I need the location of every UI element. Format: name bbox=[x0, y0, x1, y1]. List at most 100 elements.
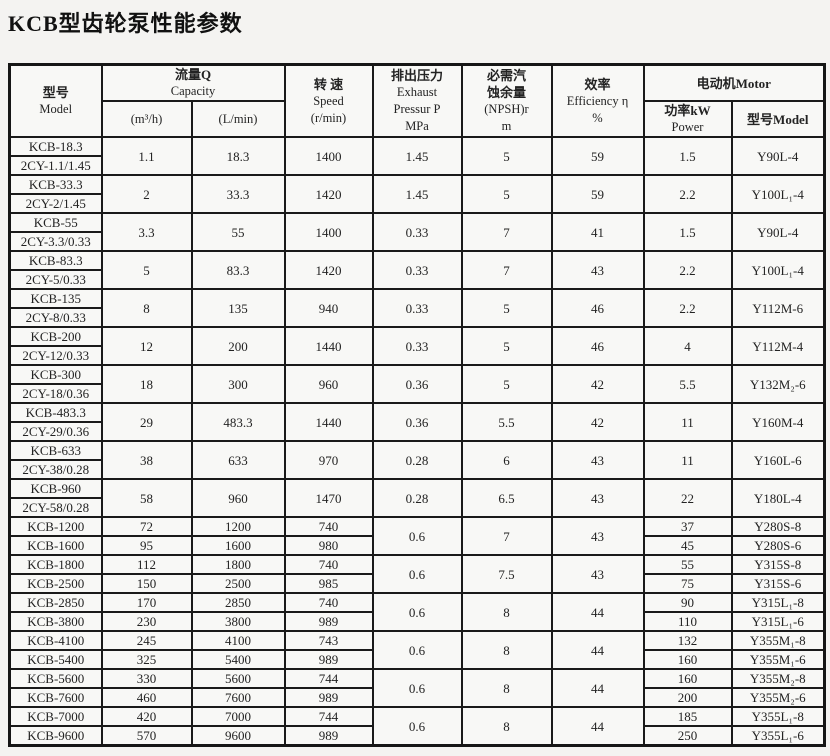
cell-motor: Y355L₁-6 bbox=[730, 725, 826, 747]
table-row: KCB-2850 170 2850 740 0.6 8 44 90 Y315L₁-8 bbox=[8, 592, 826, 632]
cell-exhaust: 0.28 bbox=[371, 478, 463, 518]
cell-motor: Y90L-4 bbox=[730, 212, 826, 252]
cell-model-sub: 2CY-8/0.33 bbox=[8, 307, 103, 328]
cell-speed: 743 bbox=[283, 630, 374, 651]
cell-motor: Y355M₁-8 bbox=[730, 630, 826, 651]
table-row: KCB-2500 150 2500 985 75 Y315S-6 bbox=[8, 573, 826, 594]
table-row: 2CY-38/0.28 bbox=[8, 459, 825, 480]
cell-power: 160 bbox=[642, 668, 733, 689]
cell-model: KCB-2500 bbox=[8, 573, 103, 594]
cell-speed: 970 bbox=[283, 440, 374, 480]
cell-power: 45 bbox=[642, 535, 733, 556]
cell-model-sub: 2CY-5/0.33 bbox=[8, 269, 103, 290]
header-speed-unit: (r/min) bbox=[310, 110, 347, 125]
cell-eff: 41 bbox=[550, 212, 645, 252]
cell-model-sub: 2CY-2/1.45 bbox=[8, 193, 103, 214]
cell-speed: 940 bbox=[283, 288, 374, 328]
header-eff-zh: 效率 bbox=[584, 76, 611, 92]
table-row: KCB-5400 325 5400 989 160 Y355M₁-6 bbox=[8, 649, 826, 670]
header-row-1: 型号 Model 流量Q Capacity 转 速 Speed (r/min) … bbox=[8, 63, 826, 138]
cell-model: KCB-7600 bbox=[8, 687, 103, 708]
header-exhaust-pressure: 排出压力 Exhaust Pressur P MPa bbox=[371, 63, 463, 138]
cell-power: 55 bbox=[642, 554, 733, 575]
table-row: KCB-200 12 200 1440 0.33 5 46 4 Y112M-4 bbox=[8, 326, 826, 366]
table-row: KCB-135 8 135 940 0.33 5 46 2.2 Y112M-6 bbox=[8, 288, 826, 328]
cell-m3h: 230 bbox=[100, 611, 193, 632]
header-efficiency: 效率 Efficiency η % bbox=[550, 63, 645, 138]
cell-eff: 43 bbox=[550, 478, 645, 518]
table-row: 2CY-1.1/1.45 bbox=[8, 155, 825, 176]
cell-eff: 44 bbox=[550, 706, 645, 747]
cell-power: 75 bbox=[642, 573, 733, 594]
cell-m3h: 38 bbox=[100, 440, 193, 480]
cell-motor: Y132M₂-6 bbox=[730, 364, 826, 404]
cell-m3h: 112 bbox=[100, 554, 193, 575]
cell-eff: 46 bbox=[550, 288, 645, 328]
table-row: KCB-18.3 1.1 18.3 1400 1.45 5 59 1.5 Y90L-4 bbox=[8, 136, 826, 176]
cell-speed: 980 bbox=[283, 535, 374, 556]
cell-eff: 43 bbox=[550, 440, 645, 480]
cell-exhaust: 1.45 bbox=[371, 174, 463, 214]
cell-model-sub: 2CY-38/0.28 bbox=[8, 459, 103, 480]
cell-m3h: 29 bbox=[100, 402, 193, 442]
header-motor-zh: 电动机Motor bbox=[696, 75, 771, 91]
cell-exhaust: 0.36 bbox=[371, 402, 463, 442]
header-exhaust-en1: Exhaust bbox=[396, 85, 438, 99]
cell-power: 185 bbox=[642, 706, 733, 727]
cell-model: KCB-960 bbox=[8, 478, 103, 499]
cell-lmin: 55 bbox=[190, 212, 286, 252]
table-row: 2CY-12/0.33 bbox=[8, 345, 825, 366]
cell-m3h: 420 bbox=[100, 706, 193, 727]
cell-lmin: 18.3 bbox=[190, 136, 286, 176]
cell-lmin: 3800 bbox=[190, 611, 286, 632]
header-model: 型号 Model bbox=[8, 63, 103, 138]
cell-motor: Y180L-4 bbox=[730, 478, 826, 518]
cell-lmin: 7600 bbox=[190, 687, 286, 708]
table-row: KCB-1200 72 1200 740 0.6 7 43 37 Y280S-8 bbox=[8, 516, 826, 556]
pump-spec-table: 型号 Model 流量Q Capacity 转 速 Speed (r/min) … bbox=[8, 63, 826, 747]
header-eff-en: Efficiency η bbox=[566, 93, 629, 108]
cell-model: KCB-200 bbox=[8, 326, 103, 347]
header-capacity-zh: 流量Q bbox=[174, 67, 212, 82]
table-row: 2CY-29/0.36 bbox=[8, 421, 825, 442]
cell-power: 132 bbox=[642, 630, 733, 651]
cell-model-sub: 2CY-1.1/1.45 bbox=[8, 155, 103, 176]
cell-lmin: 135 bbox=[190, 288, 286, 328]
cell-power: 5.5 bbox=[642, 364, 733, 404]
cell-exhaust: 0.33 bbox=[371, 288, 463, 328]
cell-speed: 740 bbox=[283, 554, 374, 575]
cell-power: 37 bbox=[642, 516, 733, 537]
cell-lmin: 2500 bbox=[190, 573, 286, 594]
cell-lmin: 1600 bbox=[190, 535, 286, 556]
cell-motor: Y90L-4 bbox=[730, 136, 826, 176]
cell-lmin: 5600 bbox=[190, 668, 286, 689]
cell-model: KCB-1600 bbox=[8, 535, 103, 556]
cell-motor: Y355M₂-8 bbox=[730, 668, 826, 689]
cell-model: KCB-7000 bbox=[8, 706, 103, 727]
cell-speed: 989 bbox=[283, 687, 374, 708]
header-speed: 转 速 Speed (r/min) bbox=[283, 63, 374, 138]
cell-eff: 43 bbox=[550, 250, 645, 290]
cell-speed: 740 bbox=[283, 592, 374, 613]
cell-power: 1.5 bbox=[642, 136, 733, 176]
cell-speed: 985 bbox=[283, 573, 374, 594]
cell-m3h: 5 bbox=[100, 250, 193, 290]
cell-m3h: 8 bbox=[100, 288, 193, 328]
cell-eff: 59 bbox=[550, 136, 645, 176]
cell-eff: 42 bbox=[550, 402, 645, 442]
cell-power: 2.2 bbox=[642, 250, 733, 290]
table-row: KCB-83.3 5 83.3 1420 0.33 7 43 2.2 Y100L₁-4 bbox=[8, 250, 826, 290]
cell-speed: 1440 bbox=[283, 326, 374, 366]
cell-m3h: 150 bbox=[100, 573, 193, 594]
cell-model: KCB-4100 bbox=[8, 630, 103, 651]
cell-m3h: 460 bbox=[100, 687, 193, 708]
cell-model: KCB-135 bbox=[8, 288, 103, 309]
cell-motor: Y112M-4 bbox=[730, 326, 826, 366]
cell-exhaust: 0.6 bbox=[371, 554, 463, 594]
cell-model: KCB-5600 bbox=[8, 668, 103, 689]
cell-power: 2.2 bbox=[642, 174, 733, 214]
header-motor-model-label: 型号Model bbox=[747, 111, 809, 127]
cell-lmin: 483.3 bbox=[190, 402, 286, 442]
cell-m3h: 1.1 bbox=[100, 136, 193, 176]
